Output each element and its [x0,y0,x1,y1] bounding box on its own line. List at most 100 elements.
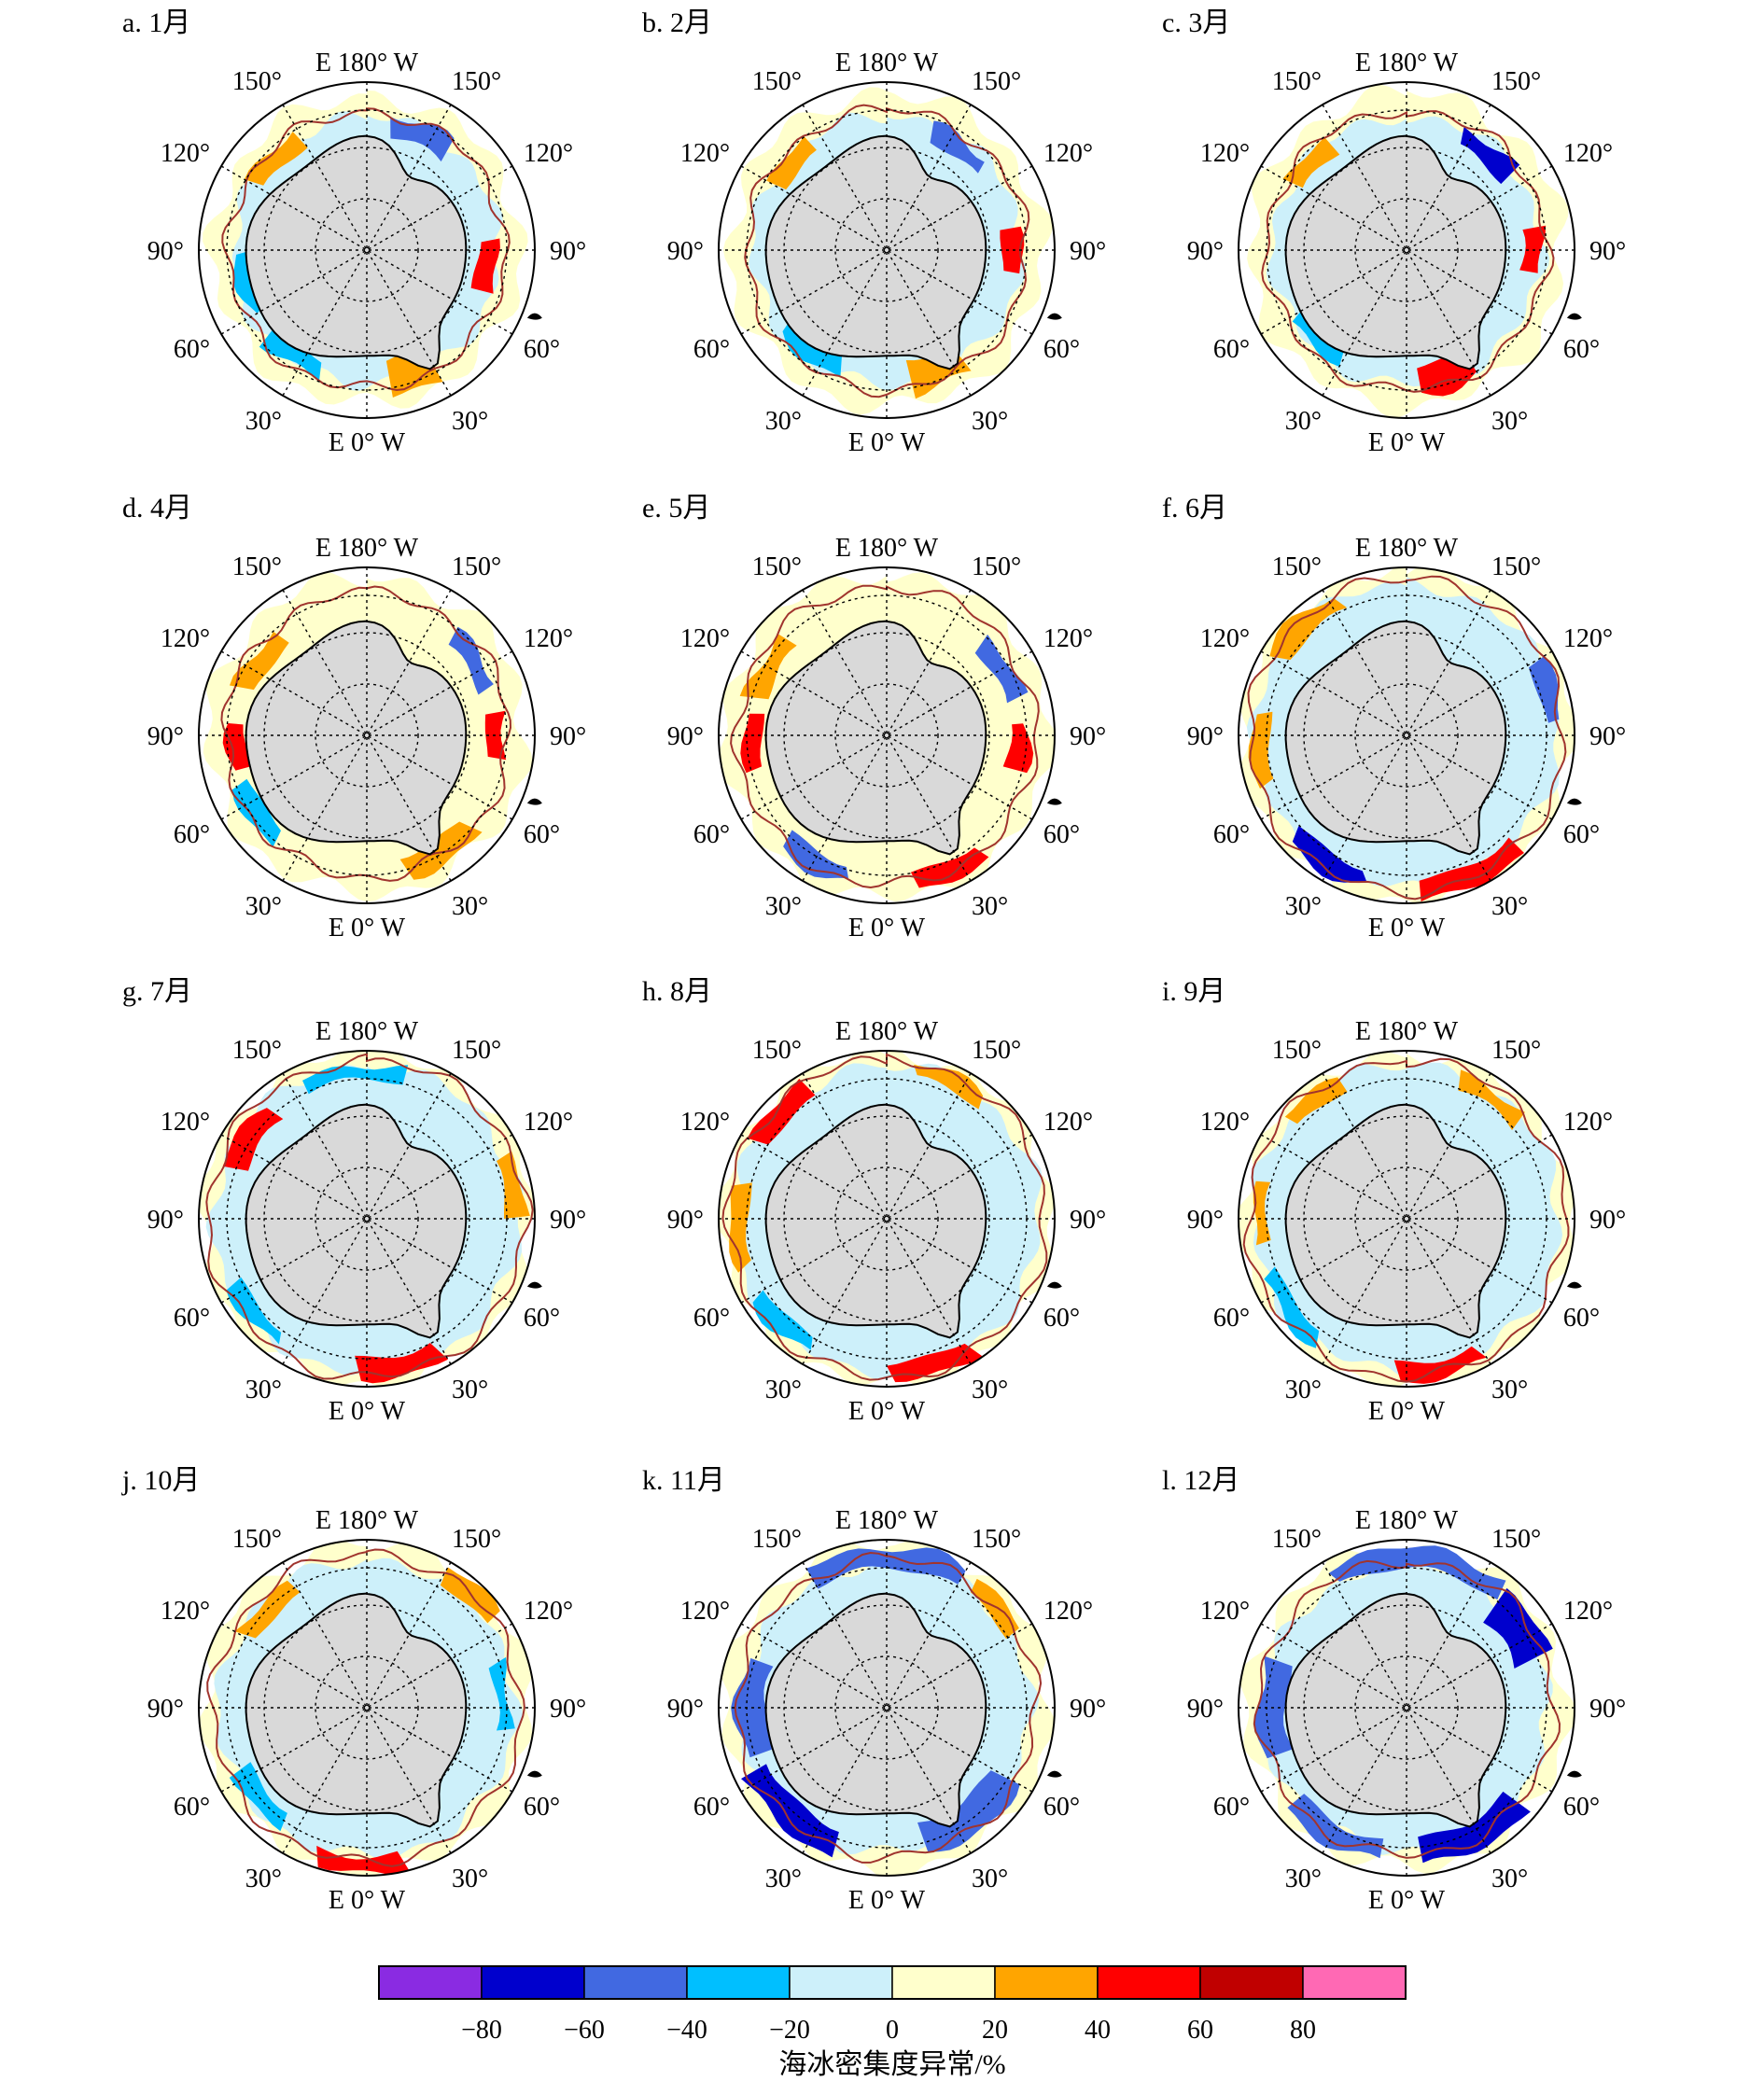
antarctica-landmass [245,1103,468,1339]
lon-label-upper-right: 150° [972,67,1021,96]
lon-label-bottom: E 0° W [329,428,406,457]
lon-label-left: 90° [147,1206,184,1235]
lon-label-right: 90° [550,722,586,751]
lon-label-upper-left: 150° [752,552,802,581]
lon-label-left: 90° [147,1695,184,1724]
island-mark [1566,798,1582,805]
map-panel-i: i. 9月 E 180° W E 0° W 150° 150° 120° 120° 90° 90… [1162,976,1626,1426]
lon-label-mid-lower-left: 60° [1213,820,1250,849]
colorbar-segment [1199,1965,1304,2000]
lon-label-mid-lower-right: 60° [1563,820,1600,849]
latitude-circle [834,683,939,788]
panel-title: i. 9月 [1162,976,1225,1007]
colorbar-segment [994,1965,1099,2000]
lon-label-top: E 180° W [835,49,939,77]
lon-label-lower-right: 30° [1491,892,1528,921]
anomaly-patch [917,1770,1020,1852]
anomaly-patch [355,1343,449,1384]
latitude-circle [834,1655,939,1760]
anomaly-patch [226,1277,282,1345]
lon-label-mid-upper-right: 120° [524,139,573,168]
anomaly-patch [1458,1069,1525,1131]
anomaly-patch [1287,1794,1384,1859]
map-boundary [718,1539,1056,1877]
lon-label-right: 90° [550,237,586,266]
map-panel-k: k. 11月 E 180° W E 0° W 150° 150° 120° 120° 90° 9… [642,1465,1106,1915]
lon-label-lower-right: 30° [1491,1865,1528,1893]
antarctica-landmass [1284,1592,1507,1828]
lon-label-mid-upper-right: 120° [1043,1597,1093,1626]
lon-label-upper-right: 150° [452,67,501,96]
lon-label-lower-left: 30° [765,1865,802,1893]
lon-label-bottom: E 0° W [848,1397,926,1426]
lon-label-right: 90° [1589,722,1626,751]
lon-label-mid-lower-left: 60° [174,335,210,364]
lon-label-lower-left: 30° [765,1376,802,1404]
lon-label-mid-lower-right: 60° [1043,1304,1080,1333]
colorbar-segment [1302,1965,1407,2000]
colorbar-tick-label: −20 [769,2016,810,2045]
anomaly-patch [741,1764,839,1858]
lon-label-bottom: E 0° W [1368,1886,1446,1915]
colorbar-tick-label: 60 [1187,2016,1213,2045]
lon-label-mid-lower-left: 60° [174,1793,210,1822]
lon-label-lower-right: 30° [452,1376,488,1404]
panel-title: j. 10月 [121,1465,200,1496]
map-boundary [1238,566,1575,904]
mean-ice-edge-contour [1242,1057,1570,1383]
latitude-circle [834,198,939,302]
colorbar-segment [686,1965,791,2000]
lon-label-mid-lower-left: 60° [1213,1793,1250,1822]
graticule [1239,82,1575,418]
panel-title: c. 3月 [1162,7,1230,38]
lon-label-upper-right: 150° [972,1036,1021,1065]
anomaly-patch [1254,1655,1295,1759]
latitude-circle [315,198,419,302]
anomaly-patch [448,626,494,695]
mean-ice-edge-contour [221,107,511,392]
mean-ice-edge-contour [744,104,1030,398]
lon-label-upper-left: 150° [1272,1525,1322,1554]
lon-label-mid-upper-left: 120° [161,1108,210,1137]
lon-label-bottom: E 0° W [848,914,926,943]
map-boundary [198,81,536,419]
map-boundary [718,81,1056,419]
anomaly-field [1239,567,1575,903]
lon-label-mid-upper-right: 120° [1563,1108,1613,1137]
anomaly-patch [914,1065,984,1110]
lon-label-mid-lower-right: 60° [1563,335,1600,364]
graticule [719,82,1055,418]
colorbar-title: 海冰密集度异常/% [778,2049,1005,2080]
lon-label-lower-left: 30° [245,1376,282,1404]
anomaly-patch [1519,225,1547,273]
lon-label-mid-upper-left: 120° [1200,1108,1250,1137]
lon-label-upper-right: 150° [972,1525,1021,1554]
lon-label-mid-lower-left: 60° [693,1304,730,1333]
anomaly-patch [1269,597,1348,661]
lon-label-left: 90° [1187,1695,1224,1724]
lon-label-left: 90° [667,237,704,266]
lon-label-right: 90° [1070,1206,1106,1235]
anomaly-patch [752,1290,813,1350]
latitude-circle [315,1166,419,1271]
mean-ice-edge-contour [734,1551,1043,1864]
panels: a. 1月 E 180° W E 0° W 150° 150° 120° 120° 90° 90… [121,7,1626,1915]
lon-label-left: 90° [667,1206,704,1235]
lon-label-right: 90° [1070,237,1106,266]
graticule [199,82,535,418]
map-boundary [198,1050,536,1388]
lon-label-mid-upper-left: 120° [680,624,730,653]
island-mark [526,798,542,805]
lon-label-lower-left: 30° [1285,1376,1322,1404]
lon-label-upper-right: 150° [1491,1525,1541,1554]
lon-label-mid-upper-right: 120° [1563,624,1613,653]
lon-label-mid-upper-right: 120° [1043,624,1093,653]
lon-label-upper-right: 150° [972,552,1021,581]
antarctica-landmass [764,1103,987,1339]
anomaly-patch [1393,1346,1487,1384]
graticule [199,1540,535,1876]
latitude-circle [1354,198,1459,302]
lon-label-upper-left: 150° [1272,1036,1322,1065]
lon-label-top: E 180° W [835,1017,939,1046]
lon-label-mid-lower-right: 60° [524,1793,560,1822]
